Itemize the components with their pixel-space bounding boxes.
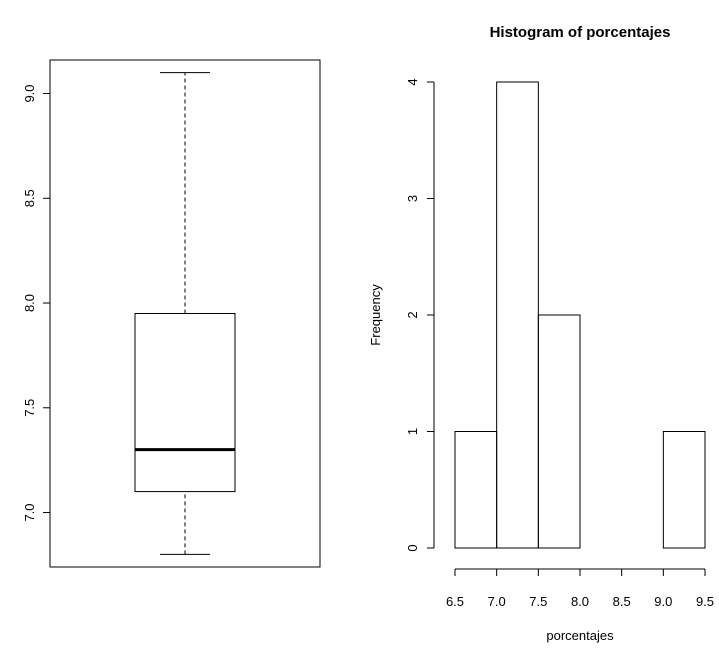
histogram-x-tick-label: 9.0 xyxy=(654,594,672,609)
boxplot-y-tick-label: 8.5 xyxy=(22,189,37,207)
iqr-box xyxy=(134,313,236,493)
histogram-x-label: porcentajes xyxy=(546,628,614,643)
histogram-y-tick-label: 4 xyxy=(405,78,420,85)
boxplot-marks xyxy=(134,72,236,555)
histogram-title: Histogram of porcentajes xyxy=(490,24,671,41)
histogram-x-tick-label: 9.5 xyxy=(696,594,714,609)
histogram-bar xyxy=(537,314,581,549)
boxplot-y-tick-label: 7.0 xyxy=(22,503,37,521)
boxplot-panel: 7.0 7.5 8.0 8.5 9.0 xyxy=(22,59,321,568)
histogram-bar xyxy=(496,81,539,549)
boxplot-frame xyxy=(49,59,321,568)
histogram-y-tick-label: 1 xyxy=(405,428,420,435)
histogram-x-tick-label: 6.5 xyxy=(446,594,464,609)
histogram-x-axis: 6.5 7.0 7.5 8.0 8.5 9.0 9.5 xyxy=(446,568,714,609)
boxplot-y-tick-label: 8.0 xyxy=(22,294,37,312)
histogram-y-tick-label: 3 xyxy=(405,195,420,202)
boxplot-y-tick-label: 9.0 xyxy=(22,84,37,102)
histogram-bars xyxy=(454,81,706,549)
histogram-bar xyxy=(662,431,706,549)
boxplot-y-axis: 7.0 7.5 8.0 8.5 9.0 xyxy=(22,84,50,522)
histogram-y-axis: 0 1 2 3 4 xyxy=(405,78,435,552)
histogram-x-tick-label: 7.0 xyxy=(488,594,506,609)
histogram-x-tick-label: 7.5 xyxy=(529,594,547,609)
histogram-y-tick-label: 2 xyxy=(405,311,420,318)
histogram-bar xyxy=(454,431,498,549)
boxplot-y-tick-label: 7.5 xyxy=(22,399,37,417)
histogram-y-tick-label: 0 xyxy=(405,544,420,551)
histogram-x-tick-label: 8.5 xyxy=(613,594,631,609)
histogram-panel: Histogram of porcentajes 6.5 7.0 7.5 8.0 8.5… xyxy=(368,24,714,643)
histogram-y-label: Frequency xyxy=(368,284,383,346)
histogram-x-tick-label: 8.0 xyxy=(571,594,589,609)
